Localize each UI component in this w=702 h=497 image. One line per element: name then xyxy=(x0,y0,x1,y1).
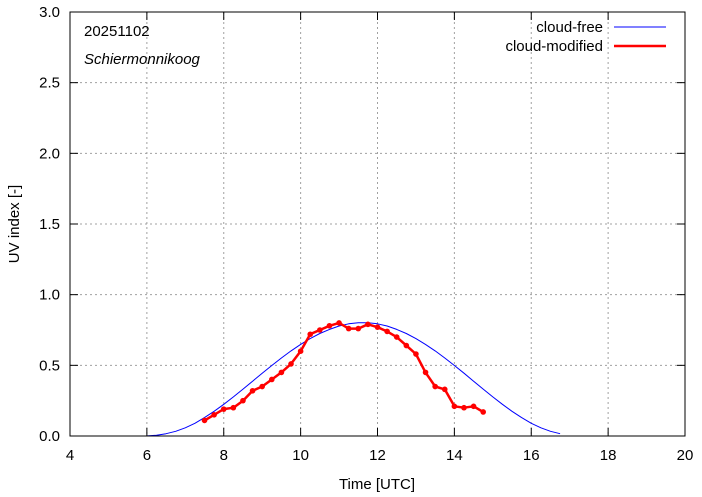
legend-label-cloud-modified: cloud-modified xyxy=(505,38,603,55)
cloud-modified-point xyxy=(461,404,467,411)
legend: cloud-free cloud-modified xyxy=(505,19,666,55)
x-tick-label: 10 xyxy=(292,447,309,464)
cloud-modified-point xyxy=(240,397,246,404)
cloud-modified-point xyxy=(365,321,371,328)
x-tick-label: 8 xyxy=(220,447,228,464)
cloud-modified-point xyxy=(259,383,265,390)
cloud-modified-point xyxy=(326,322,333,329)
location-annotation: Schiermonnikoog xyxy=(84,51,201,68)
x-tick-label: 18 xyxy=(600,447,617,464)
legend-label-cloud-free: cloud-free xyxy=(536,19,603,36)
x-tick-label: 16 xyxy=(523,447,540,464)
cloud-modified-point xyxy=(393,334,400,340)
x-tick-label: 20 xyxy=(677,447,694,464)
y-tick-label: 1.0 xyxy=(39,287,60,304)
y-axis-label: UV index [-] xyxy=(6,185,23,263)
cloud-free-line xyxy=(139,322,561,437)
cloud-modified-line xyxy=(203,321,484,422)
cloud-modified-point xyxy=(413,351,419,357)
cloud-modified-point xyxy=(374,324,381,330)
cloud-modified-point xyxy=(451,403,458,410)
date-annotation: 20251102 xyxy=(84,23,150,40)
y-tick-label: 3.0 xyxy=(39,4,60,21)
cloud-modified-point xyxy=(432,383,438,390)
axis-ticks: 4 6 8 10 12 14 16 18 20 0.0 0.5 1.0 1.5 2.0 2.5 3.0 xyxy=(39,4,693,464)
cloud-modified-point xyxy=(441,386,448,393)
cloud-modified-point xyxy=(403,342,410,349)
cloud-modified-point xyxy=(297,348,304,355)
y-tick-label: 2.0 xyxy=(39,145,60,162)
x-tick-label: 12 xyxy=(369,447,386,464)
cloud-modified-point xyxy=(480,409,487,415)
cloud-modified-point xyxy=(345,325,352,332)
cloud-modified-point xyxy=(211,412,217,418)
y-tick-label: 2.5 xyxy=(39,75,60,92)
cloud-modified-point xyxy=(336,320,342,326)
x-tick-label: 6 xyxy=(143,447,151,464)
y-tick-label: 1.5 xyxy=(39,216,60,233)
cloud-modified-point xyxy=(422,369,429,376)
cloud-modified-point xyxy=(268,376,275,383)
cloud-modified-point xyxy=(220,406,227,412)
cloud-modified-point xyxy=(288,361,294,367)
cloud-modified-point xyxy=(355,325,362,332)
cloud-modified-point xyxy=(307,331,314,338)
cloud-modified-point xyxy=(317,327,323,333)
cloud-modified-point xyxy=(230,404,237,411)
y-tick-label: 0.5 xyxy=(39,357,60,374)
x-axis-label: Time [UTC] xyxy=(339,476,415,493)
cloud-modified-point xyxy=(201,417,208,424)
series-layer xyxy=(139,320,561,437)
cloud-modified-point xyxy=(278,369,285,376)
x-tick-label: 4 xyxy=(66,447,74,464)
y-tick-label: 0.0 xyxy=(39,428,60,445)
x-tick-label: 14 xyxy=(446,447,463,464)
cloud-modified-point xyxy=(249,387,256,394)
cloud-modified-point xyxy=(470,403,477,410)
grid-lines xyxy=(70,12,685,436)
cloud-modified-point xyxy=(384,328,390,335)
